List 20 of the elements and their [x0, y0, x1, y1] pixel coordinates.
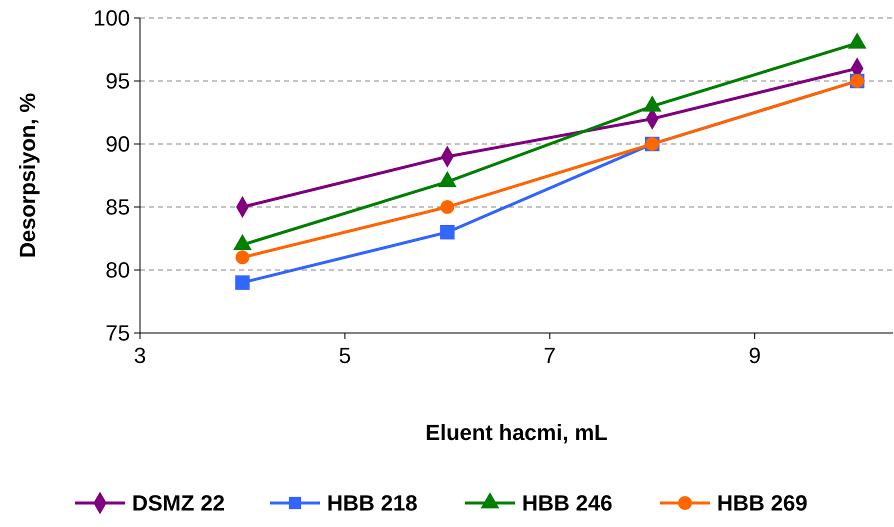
y-tick-label: 85: [106, 194, 130, 220]
x-tick-label: 7: [544, 343, 556, 368]
y-axis-title: Desorpsiyon, %: [15, 92, 40, 258]
y-tick-label: 80: [106, 258, 130, 283]
y-tick-label: 100: [93, 6, 130, 31]
x-tick-label: 5: [338, 343, 352, 368]
legend-label: HBB 269: [717, 490, 808, 516]
y-tick-label: 95: [106, 68, 130, 94]
x-axis-title: Eluent hacmi, mL: [425, 420, 608, 445]
legend-label: HBB 246: [522, 490, 612, 516]
y-tick-label: 90: [106, 132, 130, 157]
point: [236, 250, 250, 264]
legend-label: DSMZ 22: [132, 490, 225, 516]
y-tick-label: 75: [106, 320, 130, 346]
x-tick-label: 9: [748, 343, 761, 368]
point: [440, 224, 455, 240]
legend-label: HBB 218: [327, 490, 418, 516]
point: [440, 200, 454, 214]
point: [235, 275, 250, 290]
x-tick-label: 3: [134, 343, 146, 368]
